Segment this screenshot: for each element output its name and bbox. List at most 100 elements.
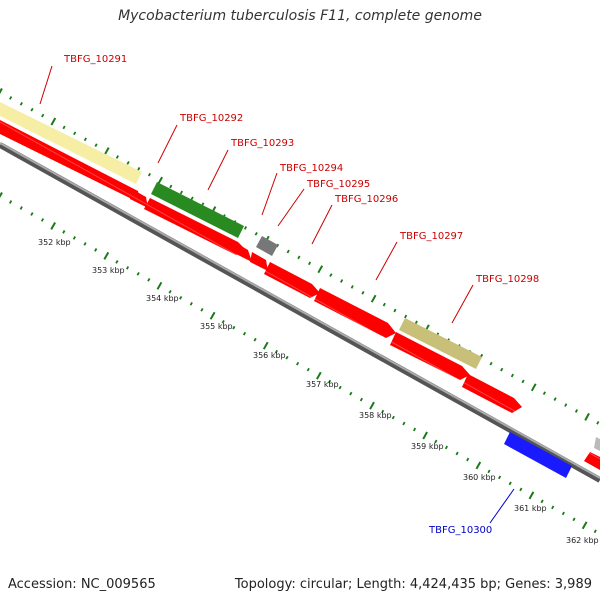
tick-mark — [561, 511, 565, 516]
tick-mark — [596, 420, 600, 425]
gene-label-10300[interactable]: TBFG_10300 — [428, 525, 492, 536]
tick-mark — [168, 289, 172, 294]
tick-mark — [382, 302, 386, 307]
tick-mark — [19, 101, 23, 106]
tick-mark — [340, 279, 344, 283]
topology-text: Topology: circular; Length: 4,424,435 bp… — [234, 577, 592, 592]
tick-mark — [391, 415, 395, 420]
tick-mark — [30, 212, 34, 216]
gene-label-10291[interactable]: TBFG_10291 — [63, 54, 127, 65]
tick-mark — [296, 361, 300, 366]
gene-label-10295[interactable]: TBFG_10295 — [306, 179, 370, 190]
cds-arrow-8[interactable] — [390, 332, 470, 380]
leader-10292 — [157, 124, 178, 164]
tick-mark — [274, 349, 278, 354]
tick-mark — [9, 96, 13, 100]
tick-mark — [584, 412, 590, 421]
tick-mark — [338, 385, 342, 390]
tick-mark — [209, 311, 216, 320]
gene-bar-edge — [594, 437, 600, 451]
leader-10295 — [277, 188, 305, 227]
tick-mark — [243, 226, 248, 230]
tick-label-352: 352 kbp — [38, 238, 71, 247]
tick-mark — [393, 308, 397, 313]
tick-mark — [126, 161, 130, 165]
cds-arrow-edge — [584, 452, 600, 470]
tick-mark — [316, 371, 322, 380]
gene-label-10292[interactable]: TBFG_10292 — [179, 113, 243, 124]
tick-mark — [179, 295, 183, 300]
tick-mark — [381, 409, 385, 414]
gene-track-inner — [504, 432, 572, 478]
tick-mark — [308, 261, 312, 266]
cds-arrow-6[interactable] — [264, 262, 320, 298]
tick-mark — [9, 200, 13, 204]
tick-mark — [40, 218, 45, 222]
tick-mark — [487, 469, 491, 474]
gene-bar-10300[interactable] — [504, 432, 572, 478]
cds-arrow-4[interactable] — [234, 243, 252, 262]
tick-mark — [262, 341, 269, 350]
tick-mark — [297, 255, 301, 260]
cds-arrow-3[interactable] — [144, 198, 246, 255]
tick-mark — [466, 457, 470, 462]
tick-mark — [179, 190, 183, 195]
tick-mark — [414, 320, 418, 325]
map-title: Mycobacterium tuberculosis F11, complete… — [118, 8, 482, 24]
gene-bar-10294[interactable] — [256, 236, 278, 256]
tick-label-354: 354 kbp — [146, 294, 179, 303]
tick-label-353: 353 kbp — [92, 266, 125, 275]
gene-bar-10292[interactable] — [151, 182, 244, 238]
tick-mark — [94, 143, 98, 148]
leader-lines — [39, 65, 515, 524]
cds-arrow-9[interactable] — [462, 374, 522, 413]
cds-arrow-7[interactable] — [314, 288, 396, 338]
leader-10293 — [207, 149, 229, 191]
tick-mark — [361, 290, 365, 295]
tick-mark — [551, 505, 555, 510]
tick-mark — [62, 125, 66, 130]
leader-10291 — [39, 65, 53, 105]
tick-mark — [169, 184, 173, 189]
tick-label-357: 357 kbp — [306, 380, 339, 389]
tick-label-359: 359 kbp — [411, 442, 444, 451]
gene-bar-10291[interactable] — [0, 102, 142, 184]
tick-mark — [285, 355, 289, 360]
gene-label-10293[interactable]: TBFG_10293 — [230, 138, 294, 149]
tick-mark — [564, 403, 568, 407]
leader-10298 — [451, 284, 474, 324]
gene-label-10296[interactable]: TBFG_10296 — [334, 194, 398, 205]
gene-label-10294[interactable]: TBFG_10294 — [279, 163, 343, 174]
tick-mark — [402, 421, 406, 426]
tick-mark — [572, 517, 576, 522]
tick-mark — [349, 391, 353, 396]
tick-label-362: 362 kbp — [566, 536, 599, 545]
gene-bar-10297[interactable] — [399, 318, 482, 369]
cds-arrow-5[interactable] — [250, 252, 268, 271]
tick-mark — [253, 337, 257, 342]
leader-10296 — [311, 204, 333, 245]
cds-arrow-1[interactable] — [0, 120, 140, 203]
tick-mark — [489, 361, 493, 366]
tick-mark — [156, 281, 163, 290]
cds-arrow-2[interactable] — [130, 189, 148, 208]
tick-mark — [126, 266, 130, 270]
kbp-tick-labels: 352 kbp 353 kbp 354 kbp 355 kbp 356 kbp … — [38, 238, 599, 545]
leader-10297 — [375, 241, 398, 281]
tick-mark — [41, 113, 45, 118]
tick-mark — [413, 427, 417, 432]
tick-mark — [137, 166, 141, 171]
tick-mark — [115, 155, 119, 159]
gene-label-10297[interactable]: TBFG_10297 — [399, 231, 463, 242]
tick-mark — [519, 487, 523, 492]
tick-mark — [350, 285, 354, 289]
tick-label-356: 356 kbp — [253, 351, 286, 360]
tick-mark — [62, 230, 66, 234]
tick-label-355: 355 kbp — [200, 322, 233, 331]
inner-tick-ring — [0, 192, 597, 534]
gene-label-10298[interactable]: TBFG_10298 — [475, 274, 539, 285]
leader-10294 — [261, 172, 278, 216]
tick-mark — [500, 367, 504, 372]
cds-track — [0, 120, 600, 470]
tick-mark — [540, 499, 544, 504]
